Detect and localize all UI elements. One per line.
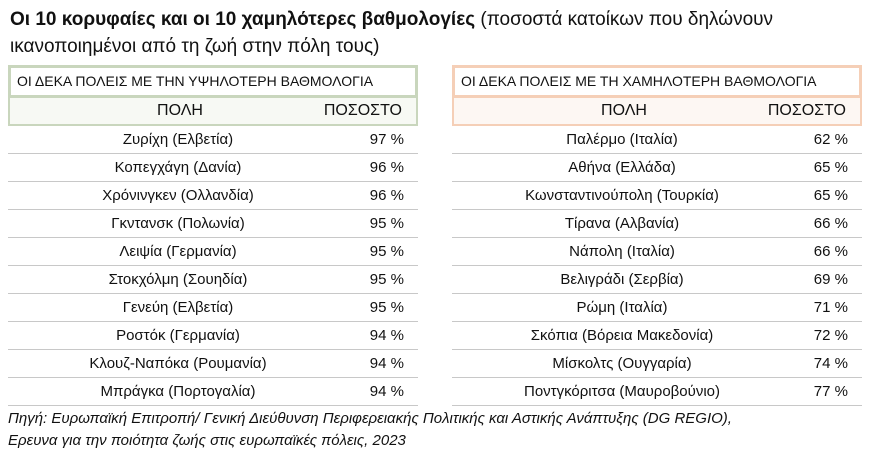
- value-cell: 95 %: [369, 299, 404, 316]
- value-cell: 94 %: [369, 327, 404, 344]
- table-heading: ΟΙ ΔΕΚΑ ΠΟΛΕΙΣ ΜΕ ΤΗ ΧΑΜΗΛΟΤΕΡΗ ΒΑΘΜΟΛΟΓ…: [452, 65, 862, 98]
- city-cell: Ρώμη (Ιταλία): [576, 299, 668, 316]
- column-header: ΠΟΣΟΣΤΟ: [767, 102, 846, 119]
- table-row: Αθήνα (Ελλάδα) 65 %: [452, 154, 862, 182]
- table-row: Ποντγκόριτσα (Μαυροβούνιο) 77 %: [452, 378, 862, 406]
- value-cell: 97 %: [369, 131, 404, 148]
- city-cell: Ροστόκ (Γερμανία): [116, 327, 240, 344]
- value-cell: 66 %: [813, 215, 848, 232]
- table-row: Βελιγράδι (Σερβία) 69 %: [452, 266, 862, 294]
- value-cell: 65 %: [813, 159, 848, 176]
- title-bold: Οι 10 κορυφαίες και οι 10 χαμηλότερες βα…: [10, 9, 476, 30]
- table-row: Χρόνινγκεν (Ολλανδία) 96 %: [8, 182, 418, 210]
- value-cell: 94 %: [369, 383, 404, 400]
- value-cell: 94 %: [369, 355, 404, 372]
- city-cell: Αθήνα (Ελλάδα): [568, 159, 676, 176]
- value-cell: 71 %: [813, 299, 848, 316]
- table-heading: ΟΙ ΔΕΚΑ ΠΟΛΕΙΣ ΜΕ ΤΗΝ ΥΨΗΛΟΤΕΡΗ ΒΑΘΜΟΛΟΓ…: [8, 65, 418, 98]
- column-headers: ΠΟΛΗ ΠΟΣΟΣΤΟ: [8, 98, 418, 126]
- city-cell: Νάπολη (Ιταλία): [569, 243, 675, 260]
- value-cell: 95 %: [369, 271, 404, 288]
- column-header: ΠΟΛΗ: [157, 102, 203, 119]
- table-row: Μίσκολτς (Ουγγαρία) 74 %: [452, 350, 862, 378]
- value-cell: 74 %: [813, 355, 848, 372]
- table-row: Ρώμη (Ιταλία) 71 %: [452, 294, 862, 322]
- city-cell: Στοκχόλμη (Σουηδία): [108, 271, 248, 288]
- value-cell: 95 %: [369, 243, 404, 260]
- table-row: Νάπολη (Ιταλία) 66 %: [452, 238, 862, 266]
- value-cell: 95 %: [369, 215, 404, 232]
- table-row: Παλέρμο (Ιταλία) 62 %: [452, 126, 862, 154]
- table-row: Κλουζ-Ναπόκα (Ρουμανία) 94 %: [8, 350, 418, 378]
- table-row: Κωνσταντινούπολη (Τουρκία) 65 %: [452, 182, 862, 210]
- city-cell: Κωνσταντινούπολη (Τουρκία): [525, 187, 719, 204]
- table-row: Κοπεγχάγη (Δανία) 96 %: [8, 154, 418, 182]
- table-row: Ροστόκ (Γερμανία) 94 %: [8, 322, 418, 350]
- value-cell: 65 %: [813, 187, 848, 204]
- table-row: Σκόπια (Βόρεια Μακεδονία) 72 %: [452, 322, 862, 350]
- city-cell: Χρόνινγκεν (Ολλανδία): [102, 187, 254, 204]
- column-header: ΠΟΛΗ: [601, 102, 647, 119]
- value-cell: 66 %: [813, 243, 848, 260]
- value-cell: 69 %: [813, 271, 848, 288]
- title: Οι 10 κορυφαίες και οι 10 χαμηλότερες βα…: [10, 6, 860, 60]
- city-cell: Μπράγκα (Πορτογαλία): [100, 383, 256, 400]
- table: ΟΙ ΔΕΚΑ ΠΟΛΕΙΣ ΜΕ ΤΗΝ ΥΨΗΛΟΤΕΡΗ ΒΑΘΜΟΛΟΓ…: [8, 65, 418, 406]
- city-cell: Σκόπια (Βόρεια Μακεδονία): [530, 327, 714, 344]
- value-cell: 62 %: [813, 131, 848, 148]
- city-cell: Τίρανα (Αλβανία): [564, 215, 680, 232]
- column-header: ΠΟΣΟΣΤΟ: [323, 102, 402, 119]
- table-row: Στοκχόλμη (Σουηδία) 95 %: [8, 266, 418, 294]
- value-cell: 77 %: [813, 383, 848, 400]
- value-cell: 72 %: [813, 327, 848, 344]
- table-row: Τίρανα (Αλβανία) 66 %: [452, 210, 862, 238]
- table-row: Γκντανσκ (Πολωνία) 95 %: [8, 210, 418, 238]
- city-cell: Παλέρμο (Ιταλία): [566, 131, 678, 148]
- source-line: Πηγή: Ευρωπαϊκή Επιτροπή/ Γενική Διεύθυν…: [8, 410, 732, 427]
- city-cell: Λειψία (Γερμανία): [119, 243, 237, 260]
- title-normal: (ποσοστά κατοίκων που δηλώνουν ικανοποιη…: [10, 9, 774, 57]
- source-line: Ερευνα για την ποιότητα ζωής στις ευρωπα…: [8, 432, 406, 449]
- city-cell: Γενεύη (Ελβετία): [122, 299, 234, 316]
- city-cell: Μίσκολτς (Ουγγαρία): [552, 355, 692, 372]
- table-row: Μπράγκα (Πορτογαλία) 94 %: [8, 378, 418, 406]
- city-cell: Γκντανσκ (Πολωνία): [111, 215, 245, 232]
- column-headers: ΠΟΛΗ ΠΟΣΟΣΤΟ: [452, 98, 862, 126]
- source: Πηγή: Ευρωπαϊκή Επιτροπή/ Γενική Διεύθυν…: [8, 408, 732, 451]
- table-row: Ζυρίχη (Ελβετία) 97 %: [8, 126, 418, 154]
- city-cell: Κοπεγχάγη (Δανία): [114, 159, 242, 176]
- value-cell: 96 %: [369, 187, 404, 204]
- city-cell: Ζυρίχη (Ελβετία): [122, 131, 234, 148]
- table: ΟΙ ΔΕΚΑ ΠΟΛΕΙΣ ΜΕ ΤΗ ΧΑΜΗΛΟΤΕΡΗ ΒΑΘΜΟΛΟΓ…: [452, 65, 862, 406]
- city-cell: Ποντγκόριτσα (Μαυροβούνιο): [523, 383, 721, 400]
- value-cell: 96 %: [369, 159, 404, 176]
- table-row: Γενεύη (Ελβετία) 95 %: [8, 294, 418, 322]
- city-cell: Βελιγράδι (Σερβία): [560, 271, 684, 288]
- table-row: Λειψία (Γερμανία) 95 %: [8, 238, 418, 266]
- city-cell: Κλουζ-Ναπόκα (Ρουμανία): [89, 355, 267, 372]
